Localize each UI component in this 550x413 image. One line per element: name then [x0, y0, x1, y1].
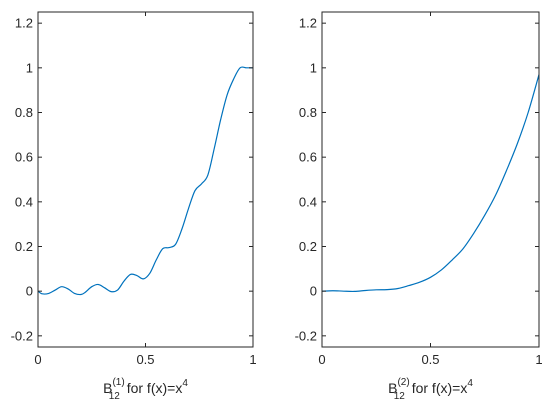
- y-tick-label: 0.6: [299, 150, 317, 165]
- y-tick-label: 0.2: [15, 239, 33, 254]
- x-axis-label-power: 4: [467, 378, 473, 389]
- x-axis-label: B(2) 12 for f(x)=x4: [388, 377, 473, 402]
- axes-box: [321, 11, 540, 348]
- y-tick-label: 1.2: [15, 16, 33, 31]
- x-axis-label-text: for f(x)=x: [408, 380, 468, 396]
- x-axis-label-superscript: (1): [112, 377, 124, 388]
- axes-box: [37, 11, 254, 348]
- x-tick-label: 0: [318, 352, 325, 367]
- series-line: [322, 74, 539, 293]
- x-axis-label-superscript: (2): [397, 377, 409, 388]
- x-axis-label-subscript: 12: [394, 391, 406, 402]
- y-tick-label: 0.6: [15, 150, 33, 165]
- y-tick-label: 0: [26, 284, 33, 299]
- y-tick-label: 1: [26, 60, 33, 75]
- y-tick-label: 0: [310, 284, 317, 299]
- y-tick-label: 0.2: [299, 239, 317, 254]
- x-axis-label-base: B: [103, 380, 112, 396]
- x-tick-label: 0.5: [136, 352, 154, 367]
- y-tick-label: 0.4: [15, 194, 33, 209]
- y-tick-label: 0.4: [299, 194, 317, 209]
- x-axis-label: B(1) 12 for f(x)=x4: [103, 377, 188, 402]
- x-axis-label-base: B: [388, 380, 397, 396]
- y-tick-label: 0.8: [299, 105, 317, 120]
- x-axis-label-text: for f(x)=x: [123, 380, 183, 396]
- y-tick-label: -0.2: [295, 328, 317, 343]
- x-tick-label: 1: [249, 352, 256, 367]
- x-tick-label: 0.5: [421, 352, 439, 367]
- x-tick-label: 0: [34, 352, 41, 367]
- right-subplot: -0.200.20.40.60.811.20 0.5 1B(2) 12 for f(x…: [295, 11, 543, 402]
- series-line: [38, 66, 253, 296]
- x-axis-label-power: 4: [182, 378, 188, 389]
- x-axis-label-subscript: 12: [109, 391, 121, 402]
- left-subplot: -0.200.20.40.60.811.20 0.5 1B(1) 12 for f(x…: [11, 11, 257, 402]
- x-tick-label: 1: [535, 352, 542, 367]
- y-tick-label: -0.2: [11, 328, 33, 343]
- y-tick-label: 1.2: [299, 16, 317, 31]
- y-tick-label: 0.8: [15, 105, 33, 120]
- y-tick-label: 1: [310, 60, 317, 75]
